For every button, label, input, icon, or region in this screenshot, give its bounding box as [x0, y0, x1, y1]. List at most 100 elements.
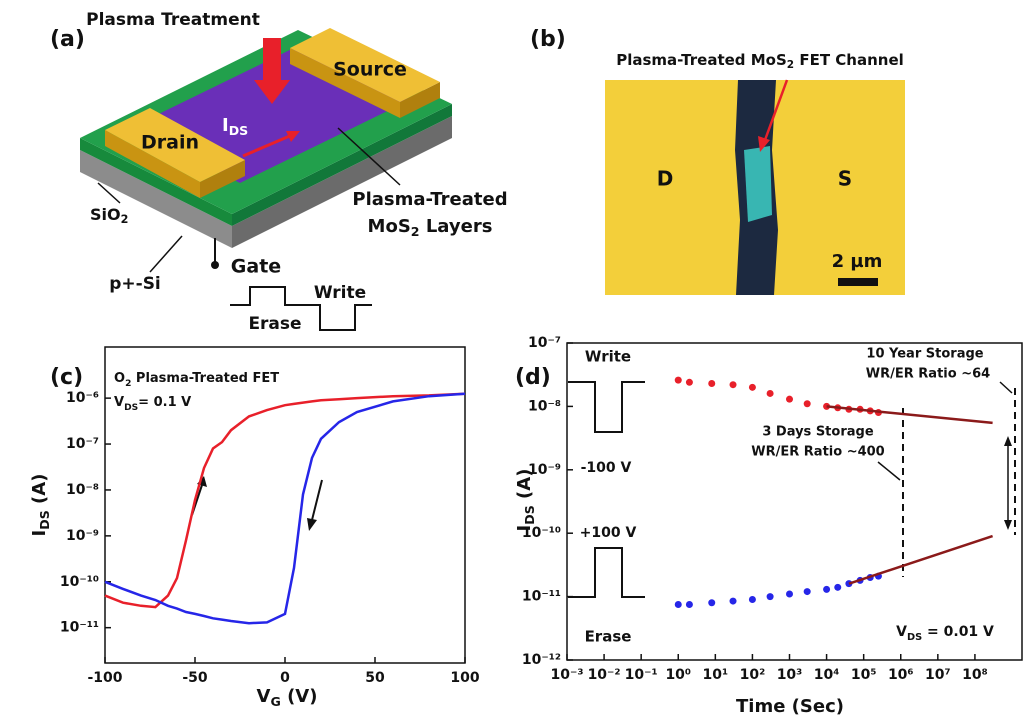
- series-line: [105, 394, 465, 607]
- annotation-main: V: [114, 395, 124, 410]
- data-point: [804, 588, 811, 595]
- panel-label: (d): [515, 365, 551, 390]
- annotation: WR/ER Ratio ~64: [866, 367, 990, 382]
- data-point: [686, 601, 693, 608]
- erase-label: Erase: [248, 314, 301, 334]
- annotation: VDS= 0.1 V: [114, 395, 191, 413]
- x-axis-label-sub: G: [270, 694, 280, 709]
- x-axis-label: Time (Sec): [736, 696, 844, 717]
- data-point: [675, 377, 682, 384]
- annotation: VDS = 0.01 V: [896, 624, 994, 643]
- x-tick-label: 10³: [777, 667, 803, 683]
- x-tick-label: 10⁻¹: [625, 667, 658, 683]
- mos2-label: MoS2 Layers: [368, 216, 493, 239]
- data-point: [749, 596, 756, 603]
- data-point: [749, 384, 756, 391]
- y-axis-label: IDS (A): [514, 469, 537, 532]
- x-axis-label: VG (V): [257, 686, 318, 709]
- x-tick-label: 10⁸: [962, 667, 988, 683]
- ids-label-main: I: [222, 115, 229, 136]
- data-point: [730, 598, 737, 605]
- series-line: [827, 406, 993, 423]
- x-tick-label: 10²: [740, 667, 766, 683]
- x-tick-label: 10⁴: [814, 667, 840, 683]
- annotation-main: O: [114, 371, 125, 386]
- chart-d-decorations: [568, 382, 1015, 597]
- y-tick-label: 10⁻¹²: [522, 652, 561, 668]
- x-tick-label: 10⁰: [665, 667, 691, 683]
- data-point: [730, 381, 737, 388]
- x-tick-label: 100: [450, 670, 479, 686]
- y-tick-label: 10⁻⁸: [528, 398, 561, 414]
- panel-label: (b): [530, 27, 566, 52]
- x-tick-label: -100: [87, 670, 122, 686]
- data-point: [767, 593, 774, 600]
- plot-frame: [567, 343, 1022, 660]
- y-tick-label: 10⁻¹⁰: [60, 574, 99, 590]
- x-tick-label: 50: [365, 670, 385, 686]
- data-point: [786, 396, 793, 403]
- source-label: Source: [333, 59, 407, 81]
- micrograph-title-rest: FET Channel: [794, 51, 904, 69]
- y-axis-label: IDS (A): [29, 474, 52, 537]
- annotation-main: V: [896, 624, 907, 640]
- substrate-label: p+-Si: [109, 274, 161, 294]
- panel-label: (c): [50, 365, 83, 390]
- annotation: WR/ER Ratio ~400: [751, 445, 884, 460]
- annotation: -100 V: [581, 460, 632, 476]
- mos2-label-sub: 2: [411, 224, 420, 239]
- mos2-label: Plasma-Treated: [352, 189, 507, 210]
- annotation: +100 V: [580, 525, 637, 541]
- annotation-rest: = 0.1 V: [138, 395, 191, 410]
- data-point: [708, 599, 715, 606]
- x-tick-label: 10⁶: [888, 667, 914, 683]
- panel-label: (a): [50, 27, 85, 52]
- sio2-label: SiO2: [90, 205, 128, 227]
- data-point: [767, 390, 774, 397]
- data-point: [708, 380, 715, 387]
- gate-label: Gate: [231, 256, 281, 278]
- data-point: [804, 400, 811, 407]
- y-axis-label-sub: DS: [522, 505, 537, 525]
- mos2-label-rest: Layers: [420, 216, 493, 237]
- x-tick-label: 10⁻³: [550, 667, 583, 683]
- x-tick-label: 10⁻²: [588, 667, 621, 683]
- series-label: Erase: [585, 628, 632, 646]
- y-tick-label: 10⁻¹¹: [522, 589, 561, 605]
- y-tick-label: 10⁻⁹: [66, 528, 99, 544]
- drain-label: Drain: [141, 132, 199, 154]
- series-line: [849, 536, 993, 584]
- drain-label: D: [657, 167, 674, 191]
- series-line: [105, 394, 465, 624]
- x-axis-label-rest: (V): [281, 686, 318, 707]
- annotation: O2 Plasma-Treated FET: [114, 371, 279, 389]
- y-tick-label: 10⁻⁷: [66, 436, 99, 452]
- mos2-label-main: MoS: [368, 216, 411, 237]
- y-tick-label: 10⁻⁷: [528, 335, 561, 351]
- y-axis-label-main: I: [29, 530, 50, 537]
- annotation-sub: DS: [907, 632, 922, 643]
- annotation-rest: Plasma-Treated FET: [131, 371, 279, 386]
- y-tick-label: 10⁻⁸: [66, 482, 99, 498]
- x-axis-label-main: V: [257, 686, 271, 707]
- y-tick-label: 10⁻⁶: [66, 390, 99, 406]
- write-label: Write: [314, 283, 366, 303]
- ids-label-sub: DS: [229, 123, 249, 138]
- series-label: Write: [585, 348, 631, 366]
- sio2-label-sub: 2: [121, 213, 129, 226]
- figure: (a)(b)(c)(d)Plasma TreatmentSourceDrainI…: [0, 0, 1025, 719]
- data-point: [675, 601, 682, 608]
- y-axis-label-rest: (A): [29, 474, 50, 511]
- x-tick-label: 10¹: [703, 667, 729, 683]
- x-tick-label: -50: [182, 670, 208, 686]
- x-tick-label: 0: [280, 670, 290, 686]
- y-axis-label-main: I: [514, 525, 535, 532]
- micrograph-title-main: Plasma-Treated MoS: [616, 51, 787, 69]
- scale-label: 2 µm: [832, 251, 883, 272]
- data-point: [834, 584, 841, 591]
- x-tick-label: 10⁵: [851, 667, 877, 683]
- y-tick-label: 10⁻¹¹: [60, 620, 99, 636]
- data-point: [686, 379, 693, 386]
- micrograph-title: Plasma-Treated MoS2 FET Channel: [616, 51, 904, 72]
- data-point: [786, 590, 793, 597]
